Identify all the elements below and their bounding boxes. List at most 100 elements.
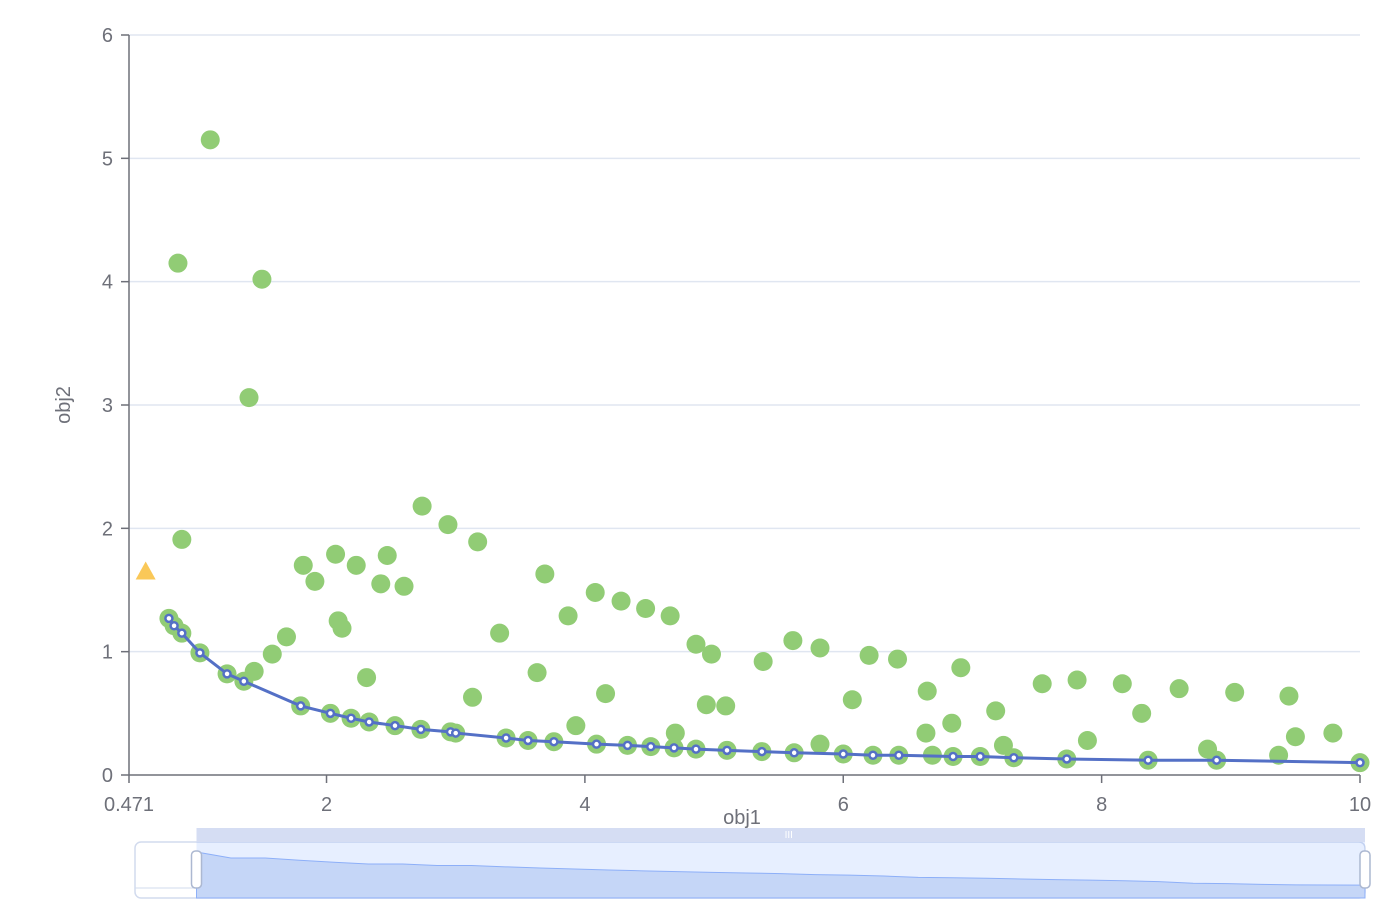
scatter-point [468,532,488,552]
front-point [868,750,878,761]
scatter-point [753,652,773,672]
front-point [450,728,461,738]
scatter-point [859,645,879,665]
front-point [838,749,849,759]
front-point [523,735,533,746]
front-point [622,740,633,751]
front-point [416,724,426,735]
scatter-point [332,618,352,638]
scatter-point [842,690,862,710]
scatter-point [1067,670,1087,690]
scatter-point [917,681,937,701]
y-tick-label: 3 [102,395,113,417]
front-point [894,750,904,761]
scatter-point [463,687,483,707]
zoom-handle-right[interactable] [1359,850,1371,889]
grid-lines [129,34,1360,653]
scatter-point [701,644,721,664]
front-point [691,744,701,754]
scatter-point [585,582,605,602]
front-point [975,751,985,762]
scatter-point [1285,727,1305,747]
front-point [549,736,559,747]
zoom-selection[interactable] [196,842,1366,898]
front-point [325,708,336,719]
scatter-point [636,599,656,618]
scatter-point [596,684,616,704]
front-point [646,741,656,752]
scatter-point [371,574,391,594]
zoom-move-bar[interactable] [196,828,1366,842]
x-tick-label: 0.471 [104,794,154,816]
front-point [177,628,187,638]
front-point [591,739,602,749]
x-tick-labels: 0.471 2 4 6 8 10 [104,794,1371,816]
scatter-point [1112,674,1132,694]
scatter-point [810,638,830,658]
front-point [669,743,679,753]
scatter-point [357,668,377,688]
scatter-point [262,644,282,664]
scatter-point [527,663,547,683]
scatter-point [1279,686,1299,706]
front-point [1211,755,1222,765]
scatter-point [986,701,1006,721]
y-axis-title: obj2 [53,386,75,424]
front-point [195,648,205,658]
scatter-point [888,649,908,669]
front-point [501,733,511,743]
front-point [239,676,249,687]
scatter-point [490,623,510,643]
scatter-point [377,545,397,565]
y-tick-label: 2 [102,518,113,540]
scatter-point [535,564,555,584]
scatter-point [916,723,936,743]
front-point [789,748,799,758]
scatter-point [1225,682,1245,702]
front-point [346,713,356,724]
y-tick-label: 1 [102,642,113,664]
scatter-point [660,606,680,626]
scatter-point [951,658,971,678]
y-tick-label: 4 [102,272,113,294]
front-point [1062,754,1072,764]
scatter-point [696,695,716,715]
front-point [169,621,179,631]
data-zoom-slider[interactable]: III [134,828,1371,899]
y-tick-label: 0 [102,765,113,787]
axes [121,34,1361,783]
scatter-point [1323,723,1343,743]
scatter-point [566,716,586,736]
front-point [164,613,174,624]
scatter-point [558,606,578,626]
zoom-handle-left[interactable] [190,850,203,889]
front-point [390,720,400,731]
scatter-point [394,576,414,596]
front-point [948,751,958,762]
x-tick-label: 2 [321,794,332,816]
scatter-point [438,515,458,535]
scatter-point [665,723,685,743]
y-tick-labels: 0 1 2 3 4 5 6 [102,25,113,787]
scatter-point [346,555,366,575]
scatter-point [239,388,259,408]
marker-series [135,561,156,580]
scatter-point [1132,703,1152,723]
scatter-point [168,253,188,273]
scatter-point [412,496,432,516]
scatter-point [810,734,830,754]
scatter-point [686,634,706,654]
x-axis-title: obj1 [723,807,761,829]
front-point [1355,757,1365,768]
scatter-point [1032,674,1052,694]
y-tick-label: 5 [102,148,113,170]
zoom-move-handle-label: III [785,830,793,841]
scatter-point [172,529,192,549]
scatter-point [783,631,803,651]
front-point [364,717,374,727]
scatter-point [942,713,962,733]
scatter-point [252,269,272,289]
front-point [222,669,232,679]
triangle-marker [135,561,156,580]
